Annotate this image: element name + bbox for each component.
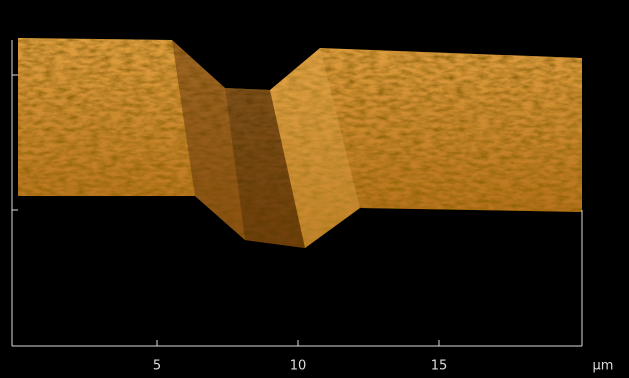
trench-right-wall — [270, 48, 360, 248]
surface-body — [18, 38, 582, 248]
surface — [18, 38, 582, 248]
trench-left-wall — [172, 40, 245, 240]
x-unit: μm — [593, 359, 614, 374]
x-tick-label: 5 — [153, 359, 161, 374]
trench-floor — [225, 88, 305, 248]
x-tick-label: 10 — [290, 359, 307, 374]
x-tick-label: 15 — [431, 359, 448, 374]
